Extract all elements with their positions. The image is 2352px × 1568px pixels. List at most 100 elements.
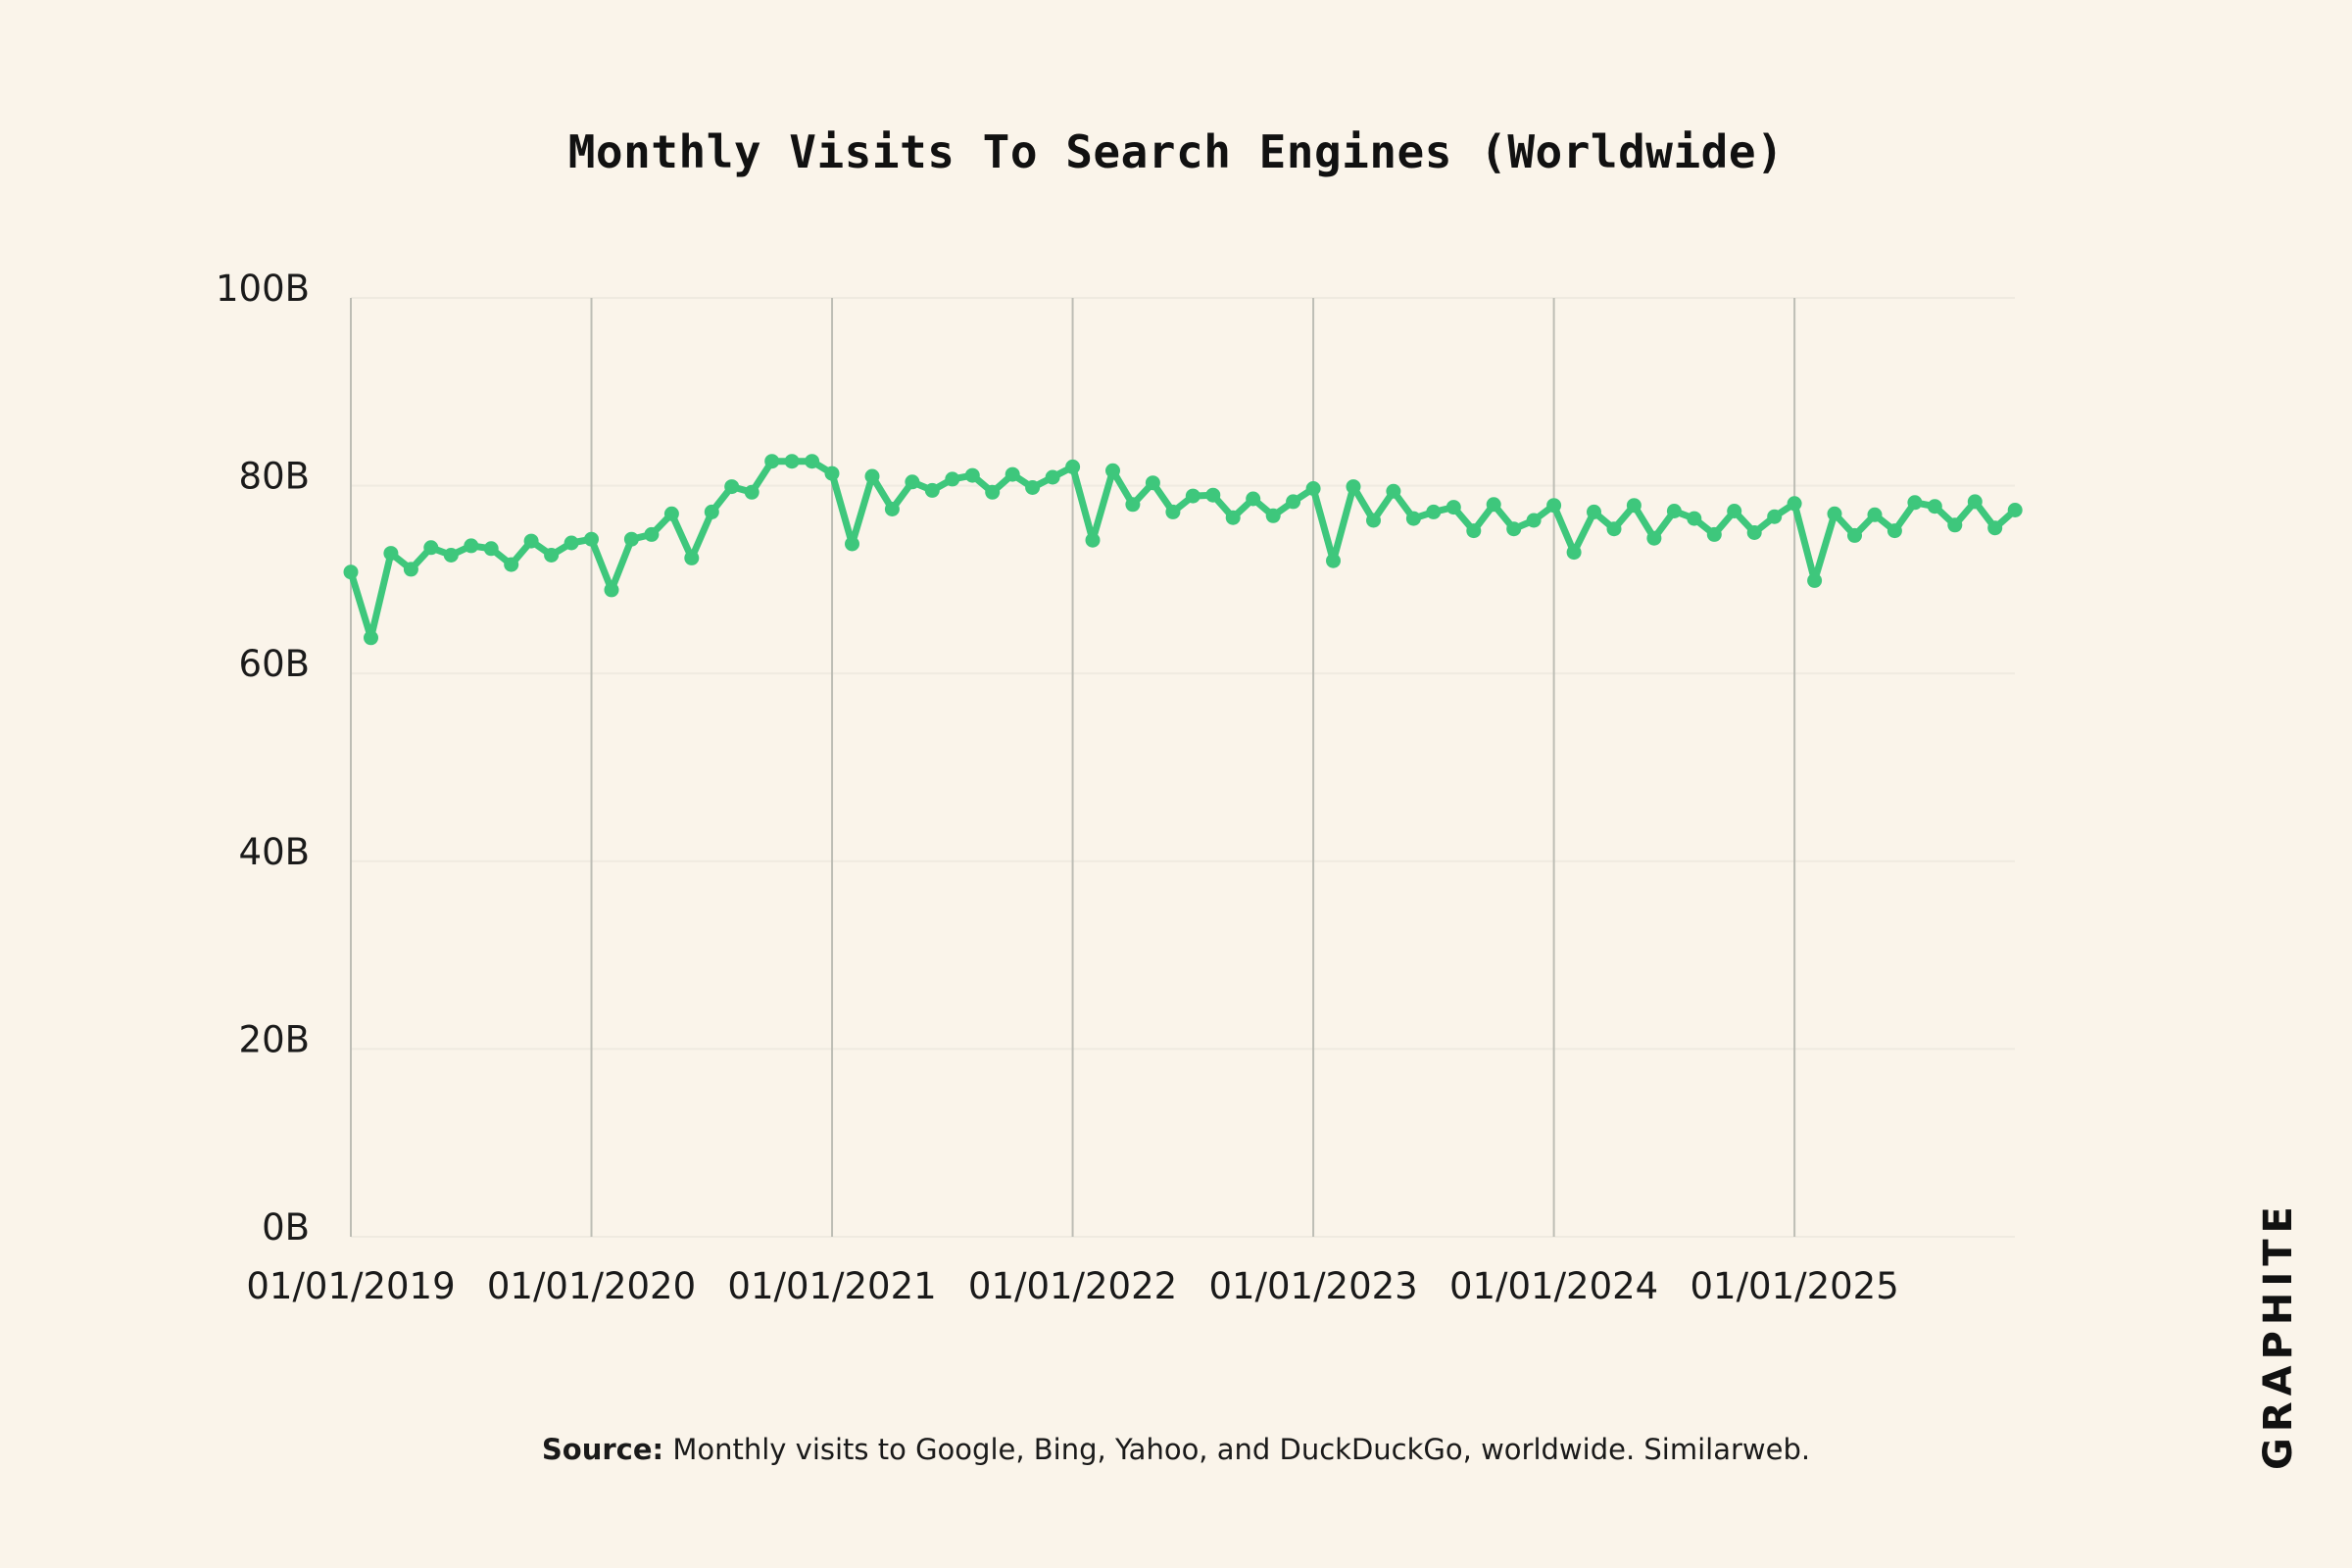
data-point (1225, 510, 1241, 525)
data-point (423, 540, 439, 556)
data-point (1145, 475, 1160, 491)
x-axis-tick-labels: 01/01/2019 01/01/2020 01/01/2021 01/01/2022… (246, 1265, 1898, 1307)
data-point (1706, 526, 1722, 542)
data-point (1727, 504, 1742, 518)
data-point (1105, 463, 1120, 478)
data-point (1085, 532, 1101, 548)
data-point (1566, 545, 1582, 561)
data-point (1827, 506, 1842, 521)
data-point (443, 548, 459, 563)
vertical-gridlines (350, 298, 1796, 1237)
data-point (464, 538, 479, 554)
data-point (1526, 513, 1542, 528)
data-point (644, 526, 660, 542)
data-point (884, 502, 900, 516)
data-point (964, 467, 980, 483)
data-point (1045, 469, 1060, 485)
data-point (924, 482, 940, 498)
y-axis-tick-labels: 0B 20B 40B 60B 80B 100B (216, 268, 310, 1249)
x-tick-label: 01/01/2020 (487, 1265, 696, 1307)
data-point (1305, 481, 1321, 496)
x-tick-label: 01/01/2023 (1208, 1265, 1417, 1307)
data-point (1687, 511, 1702, 526)
data-point (1746, 525, 1762, 540)
data-point (764, 454, 780, 469)
x-tick-label: 01/01/2021 (727, 1265, 936, 1307)
source-label: Source: (541, 1433, 664, 1466)
y-tick-label: 100B (216, 268, 310, 310)
brand-logo: GRAPHITE (2256, 1200, 2301, 1470)
data-point (845, 536, 859, 552)
x-tick-label: 01/01/2022 (968, 1265, 1177, 1307)
data-point (784, 454, 800, 469)
data-point (1205, 487, 1221, 503)
data-point (1587, 504, 1601, 519)
data-point (623, 531, 639, 547)
data-point (403, 562, 418, 577)
data-point (564, 535, 579, 551)
data-point (1807, 572, 1823, 588)
data-point (1326, 553, 1341, 568)
data-point (805, 454, 820, 469)
chart-title: Monthly Visits To Search Engines (Worldw… (567, 125, 1785, 178)
data-point (1004, 466, 1020, 482)
data-point (824, 466, 840, 481)
data-point (1426, 504, 1442, 519)
data-point (1466, 523, 1482, 539)
data-point (985, 484, 1001, 500)
x-tick-label: 01/01/2025 (1690, 1265, 1898, 1307)
data-point (523, 533, 539, 549)
horizontal-gridlines (351, 297, 2015, 1238)
data-point (1626, 498, 1642, 514)
data-point (1927, 499, 1942, 514)
data-point (1446, 500, 1461, 515)
y-tick-label: 40B (239, 831, 310, 873)
data-point (584, 531, 599, 547)
y-tick-label: 60B (239, 643, 310, 685)
data-point (1346, 479, 1361, 495)
data-point (1265, 508, 1281, 523)
data-point (1767, 509, 1783, 524)
data-point (724, 479, 740, 495)
data-point (1286, 494, 1301, 510)
y-tick-label: 0B (262, 1206, 310, 1249)
data-point (864, 468, 880, 484)
data-point (544, 548, 560, 563)
data-point (1405, 511, 1421, 526)
data-point (2007, 503, 2023, 517)
data-point (1787, 496, 1802, 512)
data-point (704, 504, 719, 519)
data-point (483, 541, 499, 557)
series-line-group (347, 458, 2019, 642)
data-point (1386, 483, 1401, 499)
data-point (1125, 497, 1141, 513)
data-point (1987, 520, 2003, 536)
data-point (945, 471, 960, 487)
x-tick-label: 01/01/2019 (246, 1265, 455, 1307)
data-point (1165, 504, 1181, 519)
data-point (383, 546, 399, 562)
x-tick-label: 01/01/2024 (1449, 1265, 1658, 1307)
data-point (1886, 523, 1902, 539)
data-point (1025, 480, 1041, 495)
data-point (905, 474, 920, 490)
data-point (1246, 491, 1261, 507)
data-point (744, 484, 760, 500)
source-text: Monthly visits to Google, Bing, Yahoo, a… (672, 1433, 1811, 1466)
data-point (504, 557, 519, 572)
series-points-group (343, 454, 2023, 646)
data-point (1486, 497, 1501, 513)
data-point (1867, 507, 1883, 522)
data-point (1947, 517, 1963, 533)
data-point (1546, 498, 1562, 514)
data-point (1506, 521, 1522, 537)
data-point (1185, 488, 1200, 504)
y-tick-label: 80B (239, 456, 310, 498)
source-note: Source: Monthly visits to Google, Bing, … (0, 1433, 2352, 1466)
data-point (1666, 504, 1682, 518)
data-point (1065, 459, 1081, 474)
data-point (1967, 494, 1983, 510)
data-point (343, 564, 359, 580)
data-point (663, 506, 679, 521)
